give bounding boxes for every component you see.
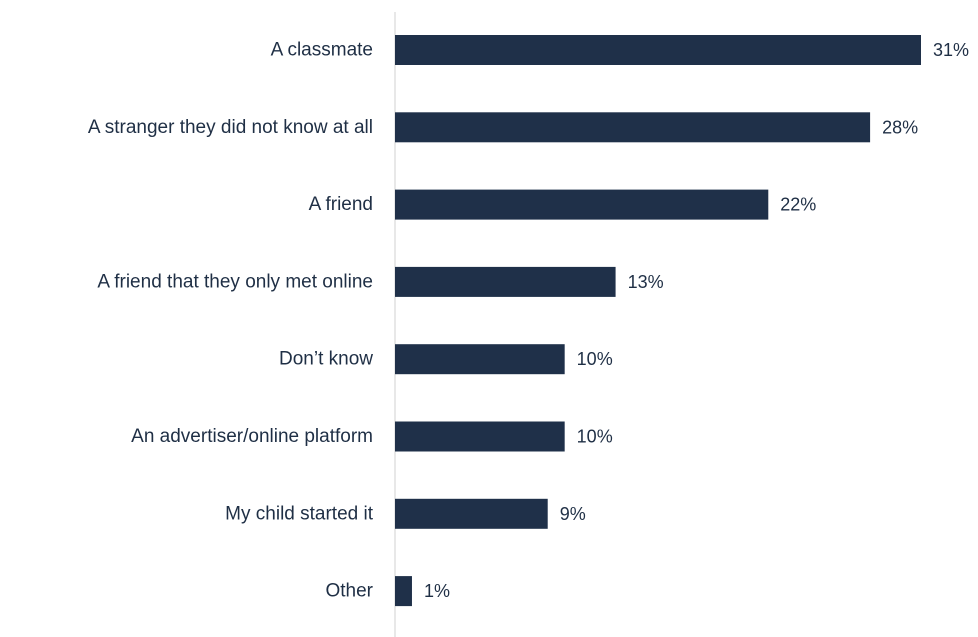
bar-row: Don’t know 10% [279,344,613,375]
bar [395,498,548,529]
bar [395,266,616,297]
bar [395,112,871,143]
category-label: Other [325,581,373,602]
category-label: My child started it [225,503,374,524]
bar [395,576,412,607]
value-label: 10% [577,427,613,447]
bar-row: A friend that they only met online 13% [97,266,664,297]
value-label: 13% [628,272,664,292]
bar-row: A classmate 31% [271,35,969,65]
category-label: A friend that they only met online [97,271,373,292]
bar-row: Other 1% [325,576,450,607]
value-label: 10% [577,349,613,369]
value-label: 31% [933,40,969,60]
category-label: Don’t know [279,349,373,370]
bar [395,421,565,452]
category-label: A friend [309,194,373,215]
bar-row: A friend 22% [309,189,816,220]
category-label: An advertiser/online platform [131,426,373,447]
bar-row: An advertiser/online platform 10% [131,421,613,452]
bar [395,35,921,65]
category-label: A stranger they did not know at all [88,117,373,138]
bar [395,189,769,220]
value-label: 22% [780,195,816,215]
bar [395,344,565,375]
bar-row: A stranger they did not know at all 28% [88,112,918,143]
value-label: 28% [882,117,918,137]
value-label: 1% [424,581,450,601]
value-label: 9% [560,504,586,524]
category-label: A classmate [271,40,373,61]
bars-group: A classmate 31% A stranger they did not kn… [88,35,969,607]
bar-row: My child started it 9% [225,498,586,529]
